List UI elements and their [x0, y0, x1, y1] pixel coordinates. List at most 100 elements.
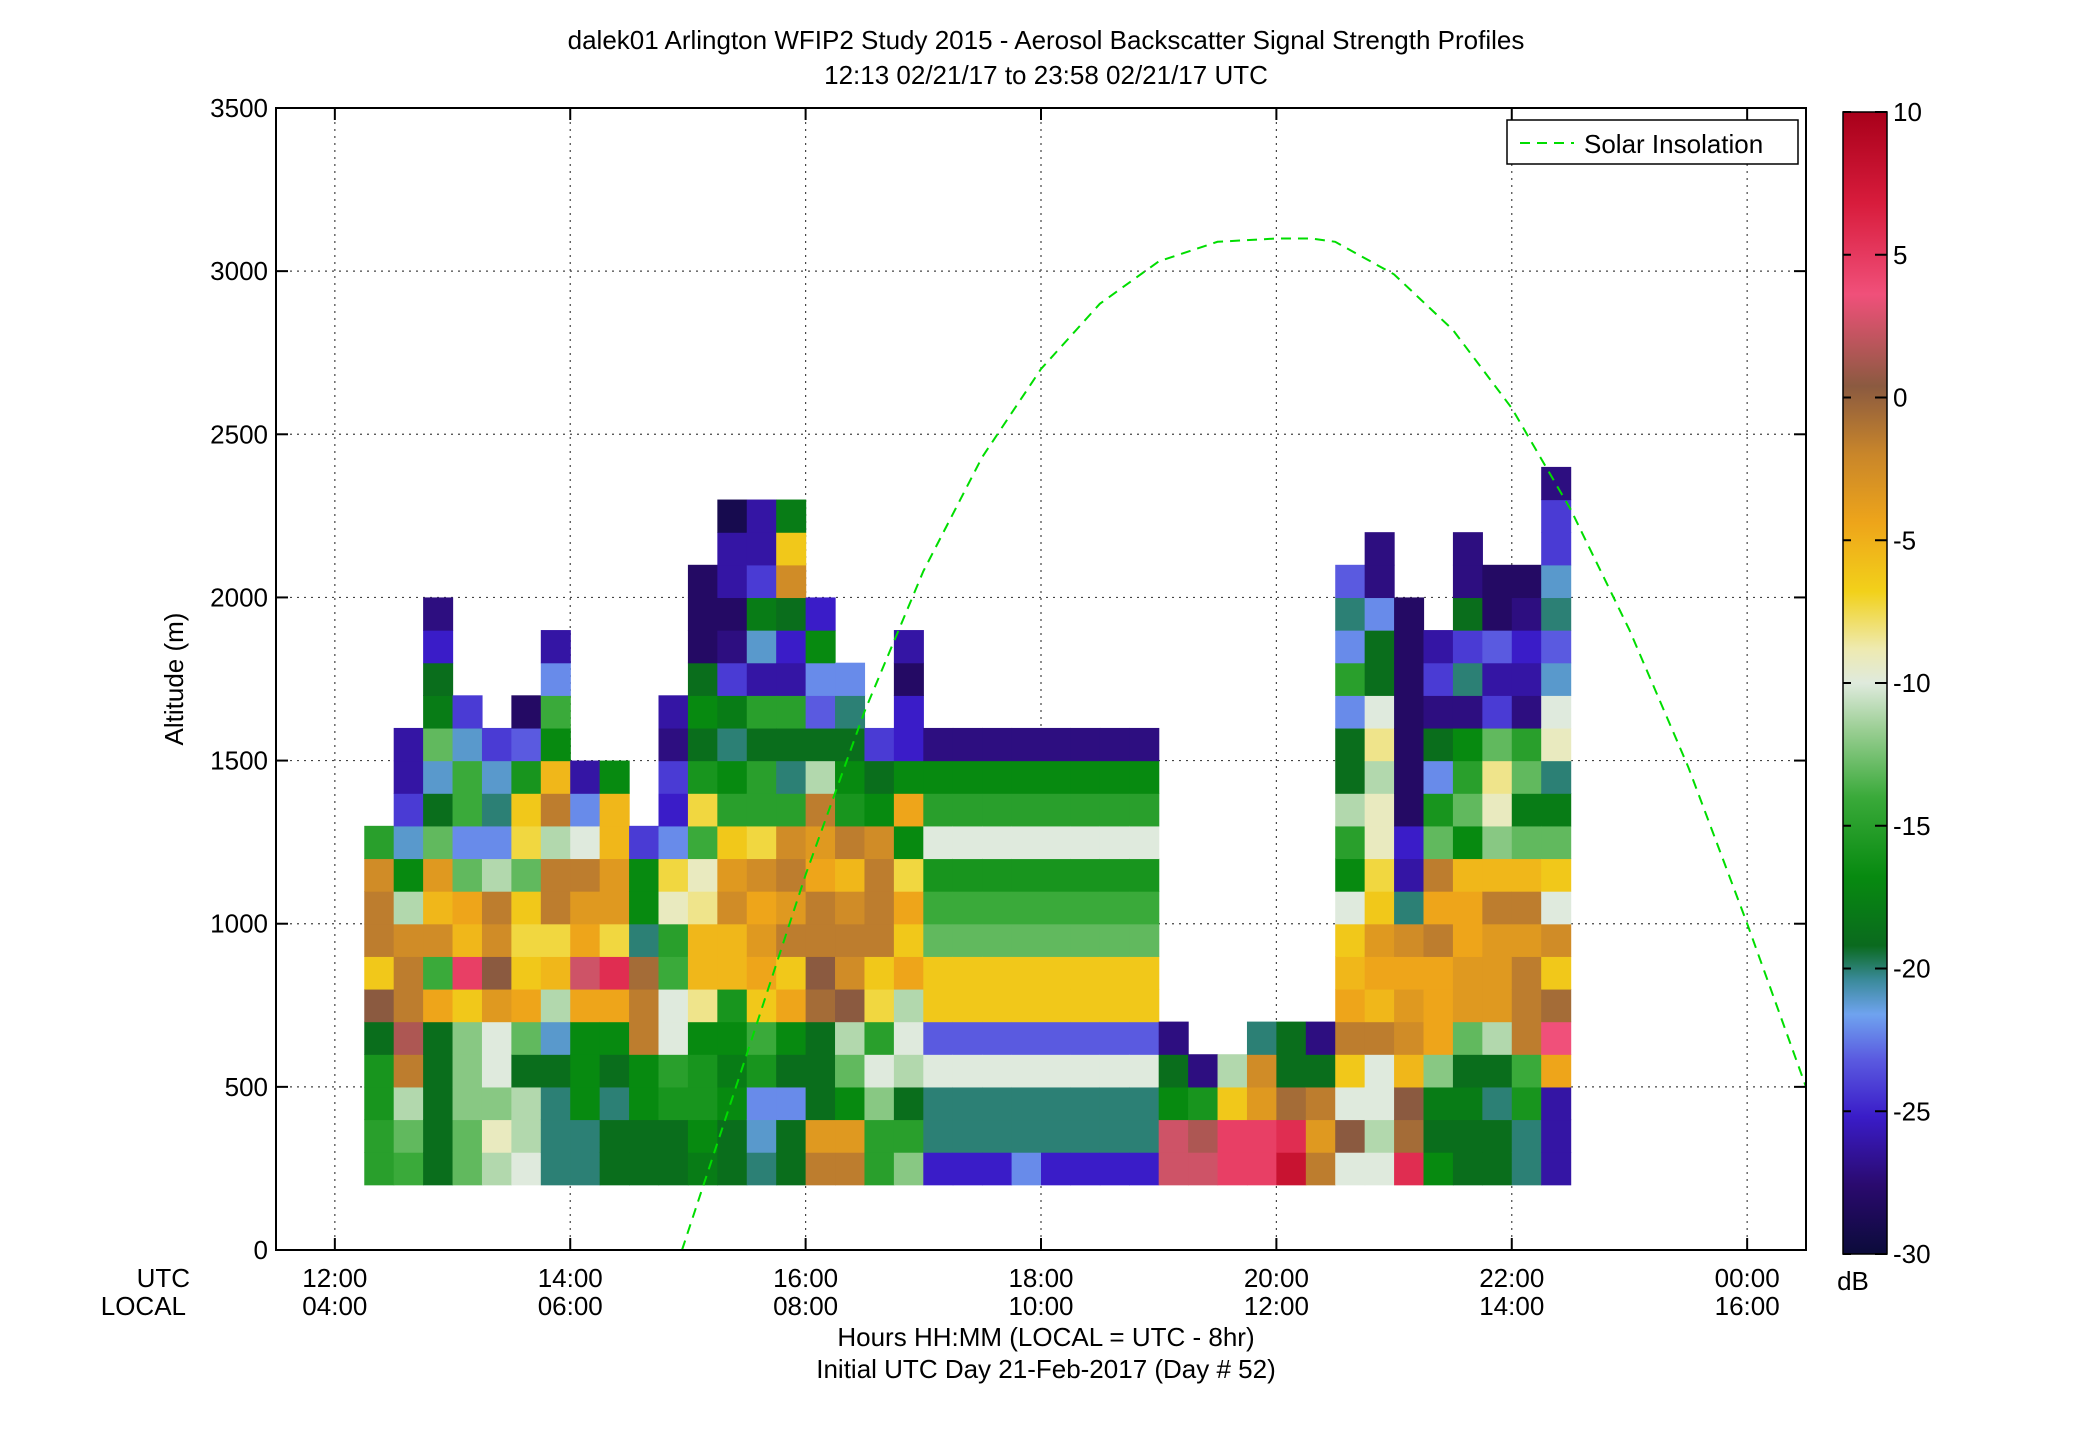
backscatter-cell: [481, 1119, 512, 1153]
backscatter-cell: [393, 1086, 424, 1121]
backscatter-cell: [717, 597, 748, 631]
backscatter-cells: [364, 466, 1572, 1186]
backscatter-cell: [599, 1021, 630, 1055]
backscatter-cell: [893, 760, 924, 794]
backscatter-cell: [1129, 923, 1160, 957]
backscatter-cell: [746, 564, 777, 599]
backscatter-cell: [893, 1119, 924, 1153]
backscatter-cell: [1482, 1054, 1513, 1088]
backscatter-cell: [1041, 825, 1072, 860]
backscatter-cell: [1364, 988, 1395, 1023]
backscatter-cell: [1452, 695, 1483, 729]
backscatter-cell: [481, 760, 512, 794]
backscatter-cell: [658, 988, 689, 1023]
backscatter-cell: [835, 695, 866, 729]
backscatter-cell: [982, 760, 1013, 794]
x-tick-label-utc: 14:00: [538, 1263, 603, 1293]
backscatter-cell: [776, 662, 807, 696]
backscatter-cell: [658, 858, 689, 892]
backscatter-cell: [893, 988, 924, 1023]
backscatter-cell: [1394, 1086, 1425, 1121]
backscatter-cell: [1011, 988, 1042, 1023]
backscatter-cell: [717, 1021, 748, 1055]
backscatter-cell: [1394, 695, 1425, 729]
backscatter-cell: [393, 891, 424, 925]
backscatter-cell: [1158, 1119, 1189, 1153]
backscatter-cell: [1070, 1119, 1101, 1153]
x-tick-label-utc: 18:00: [1008, 1263, 1073, 1293]
backscatter-cell: [511, 727, 542, 762]
backscatter-cell: [599, 988, 630, 1023]
backscatter-cell: [423, 956, 454, 990]
backscatter-cell: [658, 695, 689, 729]
backscatter-cell: [1129, 1054, 1160, 1088]
backscatter-cell: [1423, 1119, 1454, 1153]
backscatter-cell: [629, 825, 660, 860]
backscatter-cell: [835, 988, 866, 1023]
backscatter-cell: [1041, 1152, 1072, 1186]
backscatter-cell: [1482, 597, 1513, 631]
backscatter-cell: [1099, 956, 1130, 990]
backscatter-cell: [1394, 1021, 1425, 1055]
backscatter-cell: [1423, 923, 1454, 957]
backscatter-cell: [423, 891, 454, 925]
backscatter-cell: [746, 1054, 777, 1088]
backscatter-cell: [1364, 597, 1395, 631]
backscatter-cell: [364, 988, 395, 1023]
backscatter-cell: [982, 956, 1013, 990]
backscatter-cell: [423, 597, 454, 631]
backscatter-cell: [1482, 1021, 1513, 1055]
backscatter-cell: [393, 858, 424, 892]
backscatter-cell: [1335, 727, 1366, 762]
backscatter-cell: [1335, 1021, 1366, 1055]
backscatter-cell: [629, 1054, 660, 1088]
backscatter-cell: [1364, 760, 1395, 794]
axis-ticks: 050010001500200025003000350012:0004:0014…: [210, 93, 1806, 1321]
backscatter-cell: [982, 727, 1013, 762]
backscatter-cell: [982, 891, 1013, 925]
backscatter-cell: [393, 1152, 424, 1186]
backscatter-cell: [1364, 1119, 1395, 1153]
backscatter-cell: [1099, 1021, 1130, 1055]
legend-box: Solar Insolation: [1506, 119, 1799, 165]
backscatter-cell: [393, 956, 424, 990]
backscatter-cell: [1070, 1021, 1101, 1055]
backscatter-cell: [952, 727, 983, 762]
backscatter-cell: [1511, 1054, 1542, 1088]
backscatter-cell: [1335, 1119, 1366, 1153]
backscatter-cell: [1364, 923, 1395, 957]
backscatter-cell: [1482, 1152, 1513, 1186]
x-axis-label: Hours HH:MM (LOCAL = UTC - 8hr): [837, 1322, 1254, 1352]
backscatter-cell: [1394, 988, 1425, 1023]
backscatter-cell: [540, 1119, 571, 1153]
backscatter-cell: [687, 1152, 718, 1186]
backscatter-cell: [1011, 956, 1042, 990]
backscatter-cell: [1423, 630, 1454, 664]
backscatter-cell: [1129, 956, 1160, 990]
backscatter-cell: [776, 695, 807, 729]
backscatter-cell: [393, 727, 424, 762]
backscatter-cell: [835, 793, 866, 827]
backscatter-cell: [776, 988, 807, 1023]
backscatter-cell: [1452, 891, 1483, 925]
backscatter-cell: [835, 1119, 866, 1153]
backscatter-cell: [1099, 825, 1130, 860]
backscatter-cell: [746, 793, 777, 827]
x-tick-label-local: 06:00: [538, 1291, 603, 1321]
backscatter-cell: [599, 1119, 630, 1153]
backscatter-cell: [1099, 1152, 1130, 1186]
backscatter-cell: [1335, 597, 1366, 631]
backscatter-cell: [570, 1054, 601, 1088]
backscatter-cell: [1099, 858, 1130, 892]
backscatter-cell: [1452, 793, 1483, 827]
backscatter-cell: [1423, 858, 1454, 892]
backscatter-cell: [1452, 1021, 1483, 1055]
backscatter-cell: [393, 1119, 424, 1153]
backscatter-cell: [805, 597, 836, 631]
backscatter-cell: [599, 1086, 630, 1121]
backscatter-cell: [1276, 1086, 1307, 1121]
backscatter-cell: [511, 988, 542, 1023]
backscatter-cell: [835, 727, 866, 762]
backscatter-cell: [1452, 988, 1483, 1023]
backscatter-cell: [805, 858, 836, 892]
